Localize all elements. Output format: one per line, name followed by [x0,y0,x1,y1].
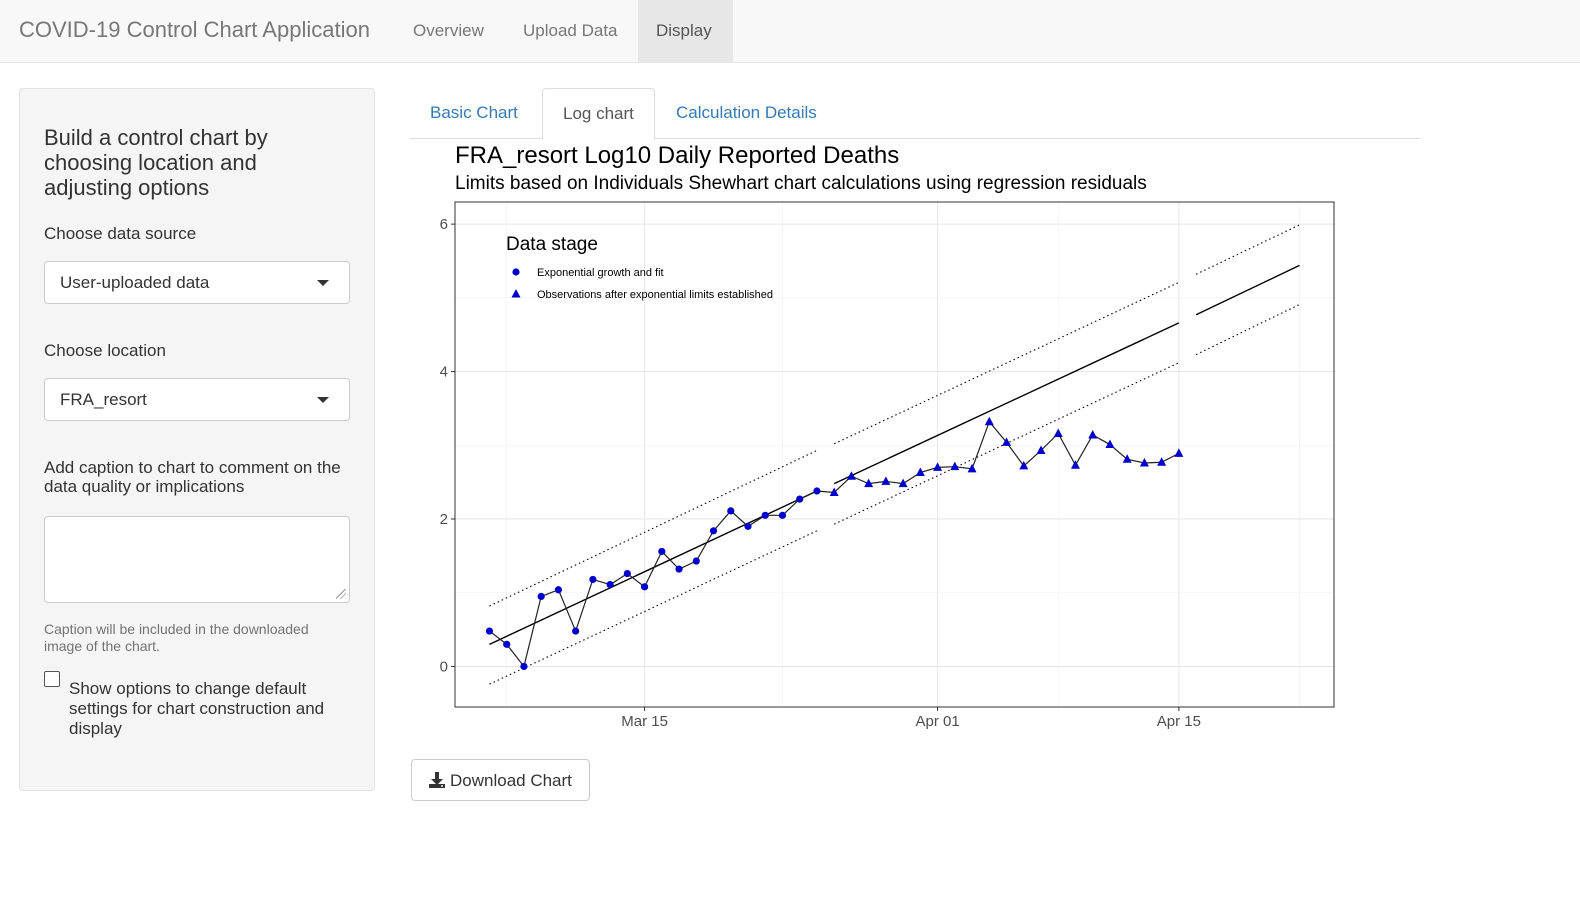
legend-key-triangle [511,289,521,298]
data-point [1139,457,1149,467]
chevron-down-icon [317,397,329,403]
y-tick-label: 4 [440,364,448,381]
data-point [1122,454,1132,463]
nav-overview[interactable]: Overview [413,21,484,40]
data-point [503,640,511,648]
download-icon [429,772,445,788]
data-point [761,511,769,519]
data-point [915,467,925,477]
download-chart-label: Download Chart [450,771,572,790]
data-point [813,487,821,495]
data-point [727,507,735,515]
data-point [744,522,752,530]
legend-label: Observations after exponential limits es… [537,289,773,301]
y-tick-label: 2 [440,511,448,528]
sidebar-panel: Build a control chart by choosing locati… [19,88,375,791]
app-brand[interactable]: COVID-19 Control Chart Application [19,17,370,42]
data-point [1070,460,1080,469]
data-point [1088,429,1098,439]
upper-limit-line [489,449,818,607]
location-select[interactable]: FRA_resort [44,378,350,421]
data-point [846,471,856,480]
fit-line [1195,264,1300,316]
data-point [658,547,666,556]
nav-display[interactable]: Display [638,0,733,63]
data-point [520,662,528,671]
x-tick-label: Mar 15 [621,713,668,730]
data-point [881,476,891,485]
data-point [589,575,597,584]
tab-basic-chart[interactable]: Basic Chart [430,103,518,122]
data-point [1105,439,1115,449]
chart-subtitle: Limits based on Individuals Shewhart cha… [455,173,1147,194]
caption-textarea[interactable] [44,516,350,603]
data-point [485,627,494,635]
data-point [554,586,563,594]
resize-grip-icon[interactable] [336,589,346,599]
legend-key-circle [512,268,520,276]
data-point [796,495,804,503]
caption-help-text: Caption will be included in the download… [44,621,309,654]
data-point [1053,428,1063,437]
location-label: Choose location [44,341,166,360]
location-value: FRA_resort [60,390,147,409]
log-control-chart: 0 2 4 6 Mar 15 Apr 01 Apr 15 Data stage Exponent… [440,201,1335,730]
caption-label: Add caption to chart to comment on the d… [44,458,341,496]
upper-limit-line [833,281,1180,445]
chart-tabs: Basic Chart Log chart Calculation Detail… [410,88,1420,140]
data-point [537,592,545,601]
y-tick-label: 0 [440,658,448,675]
data-source-label: Choose data source [44,224,197,243]
tab-log-chart[interactable]: Log chart [542,88,655,140]
data-point [572,627,580,635]
data-point [898,478,908,488]
data-point [778,511,787,519]
download-chart-button[interactable]: Download Chart [411,759,590,801]
chart-title: FRA_resort Log10 Daily Reported Deaths [455,142,900,169]
plot-border [454,201,1335,708]
data-point [692,557,700,565]
data-point [1002,437,1012,446]
plot-panel [455,202,1334,707]
data-point [1157,457,1167,466]
legend-title: Data stage [506,234,598,255]
data-point [967,463,977,473]
data-point [829,487,839,496]
data-point [950,461,960,471]
lower-limit-line [1195,303,1300,356]
fit-line [833,322,1180,485]
data-point [1019,460,1029,470]
legend-label: Exponential growth and fit [537,267,664,279]
nav-upload-data[interactable]: Upload Data [523,21,618,40]
data-point [606,581,614,589]
data-point [709,527,718,535]
tab-calculation-details[interactable]: Calculation Details [676,103,817,122]
data-point [675,565,683,573]
data-source-value: User-uploaded data [60,273,210,292]
y-tick-label: 6 [440,216,448,233]
sidebar-title: Build a control chart by choosing locati… [44,125,268,200]
data-point [933,462,943,471]
navbar: COVID-19 Control Chart Application Overv… [0,0,1580,63]
options-checkbox[interactable] [44,671,60,687]
data-point [864,478,874,488]
data-point [1174,448,1184,457]
x-tick-label: Apr 15 [1157,713,1201,730]
chevron-down-icon [317,280,329,286]
data-point [984,416,994,426]
data-point [640,583,649,591]
lower-limit-line [489,530,818,685]
data-source-select[interactable]: User-uploaded data [44,261,350,304]
data-point [623,569,631,578]
options-checkbox-label[interactable]: Show options to change default settings … [69,679,325,738]
x-tick-label: Apr 01 [915,713,959,730]
data-point [1036,445,1046,454]
upper-limit-line [1195,224,1300,275]
